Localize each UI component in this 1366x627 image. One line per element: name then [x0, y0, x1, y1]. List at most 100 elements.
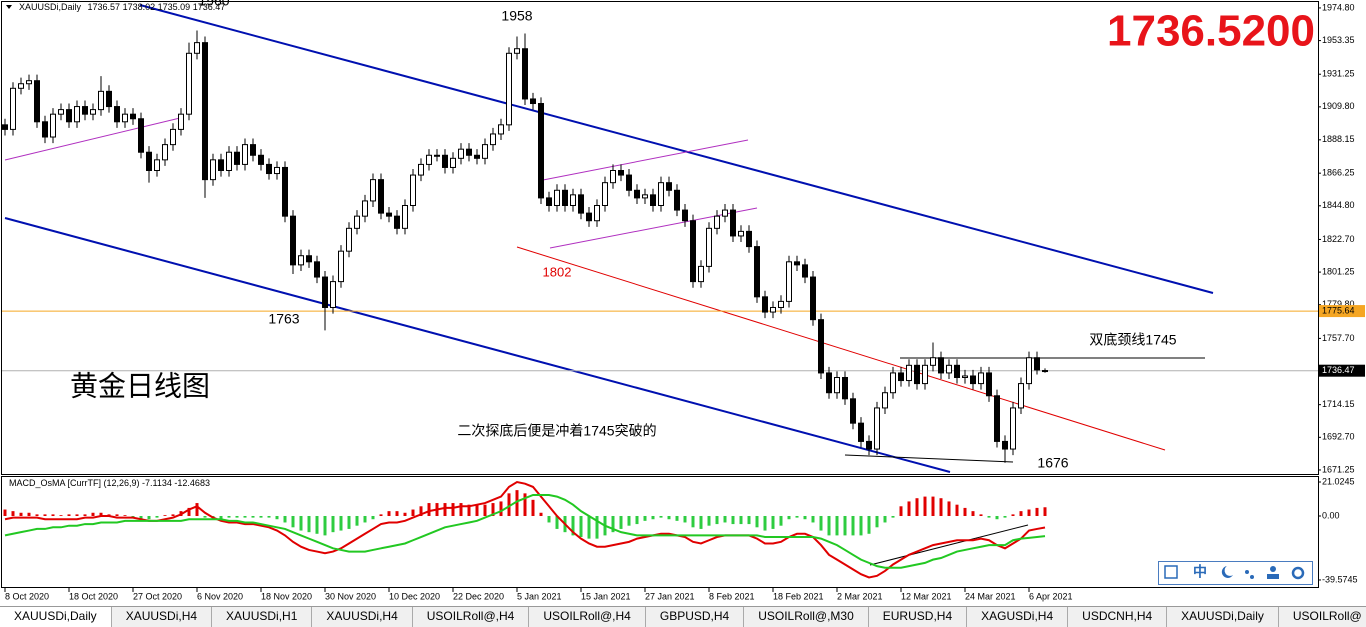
candle-body [450, 157, 456, 168]
macd-title: MACD_OsMA [CurrTF] (12,26,9) [9, 478, 140, 488]
tab[interactable]: XAGUSDi,H4 [967, 607, 1069, 627]
candle-body [730, 209, 736, 237]
y-tick-label: 1822.70 [1322, 234, 1355, 244]
annotation: 1960 [198, 0, 229, 9]
tab[interactable]: USOILRoll@,M30 [744, 607, 869, 627]
tab[interactable]: USOILRoll@,H4 [529, 607, 646, 627]
tab[interactable]: XAUUSDi,Daily [1167, 607, 1279, 627]
candle-body [602, 182, 608, 207]
osma-bar [187, 507, 191, 516]
toolbar-icon[interactable] [1267, 574, 1279, 579]
tab[interactable]: USDCNH,H4 [1068, 607, 1168, 627]
tab[interactable]: GBPUSD,H4 [646, 607, 745, 627]
toolbar-icon[interactable] [1221, 566, 1233, 578]
toolbar-icon[interactable] [1250, 575, 1254, 579]
signal-line [4, 493, 1046, 569]
tab[interactable]: EURUSD,H4 [869, 607, 968, 627]
osma-bar [715, 515, 719, 525]
candle-body [762, 296, 768, 313]
frame [1, 1, 1319, 588]
x-tick-label: 18 Nov 2020 [261, 591, 312, 601]
candle-body [482, 144, 488, 159]
osma-bar [771, 515, 775, 529]
candle-body [650, 194, 656, 207]
tab[interactable]: XAUUSDi,H1 [212, 607, 313, 627]
candle-body [546, 197, 552, 207]
candle-body [362, 200, 368, 217]
tab[interactable]: XAUUSDi,H4 [312, 607, 413, 627]
annotation: 1676 [1037, 455, 1068, 471]
candle-body [234, 151, 240, 165]
candle-body [314, 261, 320, 278]
osma-bar [1027, 509, 1031, 516]
toolbar-box [1158, 561, 1313, 585]
candle-body [34, 80, 40, 123]
osma-bar [243, 515, 247, 518]
candle-body [914, 364, 920, 385]
plot: 1974.80 1953.35 1931.25 1909.80 1888.15 1866.… [2, 2, 1365, 601]
x-tick-label: 27 Jan 2021 [645, 591, 695, 601]
osma-bar [539, 512, 543, 516]
candle-body [554, 189, 560, 207]
candle-body [394, 215, 400, 229]
osma-bar [147, 515, 151, 520]
osma-bar [387, 511, 391, 516]
toolbar-icon[interactable] [1245, 570, 1249, 574]
candle-body [578, 194, 584, 214]
candle-body [698, 265, 704, 283]
toolbar-icon[interactable] [1291, 566, 1305, 580]
osma-bar [43, 514, 47, 516]
osma-bar [75, 514, 79, 516]
x-tick-label: 27 Oct 2020 [133, 591, 182, 601]
symbol: XAUUSDi,Daily [19, 2, 82, 12]
osma-bar [995, 515, 999, 520]
candle-body [410, 174, 416, 207]
osma-bar [547, 515, 551, 523]
osma-bar [395, 511, 399, 516]
candle-body [290, 215, 296, 266]
osma-bar [11, 511, 15, 516]
toolbar-icon[interactable] [1270, 566, 1276, 572]
candle-body [946, 364, 952, 374]
candle-body [50, 113, 56, 138]
osma-bar [883, 515, 887, 523]
osma-bar [923, 496, 927, 516]
signal-value: -12.4683 [174, 478, 210, 488]
toolbar-icon[interactable]: 中 [1193, 564, 1207, 580]
osma-bar [795, 515, 799, 518]
osma-bar [531, 499, 535, 516]
candle-body [186, 52, 192, 115]
osma-bar [915, 498, 919, 516]
candle-body [626, 174, 632, 191]
osma-bar [659, 515, 663, 518]
toolbar: 中 [1158, 561, 1313, 585]
annotations: 1960 1958 1763 1802 1676 双底颈线1745 黄金日线图 … [70, 0, 1315, 471]
candle-body [210, 159, 216, 181]
candle-body [306, 255, 312, 263]
trend-line [516, 246, 1166, 451]
tab[interactable]: XAUUSDi,H4 [112, 607, 213, 627]
osma-bar [987, 515, 991, 518]
osma-bar [363, 515, 367, 523]
osma-bar [171, 514, 175, 516]
osma-bar [579, 515, 583, 538]
osma-bar [155, 515, 159, 518]
osma-bar [267, 515, 271, 518]
y-tick-label: 1779.80 [1322, 299, 1355, 309]
osma-bar [203, 515, 207, 518]
candle-body [466, 148, 472, 156]
candle-body [498, 124, 504, 135]
osma-bar [347, 515, 351, 529]
candle-body [146, 151, 152, 171]
osma-bar [891, 515, 895, 518]
osma-bar [763, 515, 767, 531]
tab[interactable]: USOILRoll@,H4 [413, 607, 530, 627]
y-tick-label: 1714.15 [1322, 399, 1355, 409]
tab[interactable]: USOILRoll@ [1279, 607, 1366, 627]
ohlc-close: 1736.47 [193, 2, 226, 12]
osma-bar [251, 515, 255, 518]
toolbar-icon[interactable] [1164, 565, 1178, 579]
osma-bar [67, 514, 71, 516]
tab[interactable]: XAUUSDi,Daily [0, 607, 112, 627]
annotation: 双底颈线1745 [1089, 332, 1176, 348]
